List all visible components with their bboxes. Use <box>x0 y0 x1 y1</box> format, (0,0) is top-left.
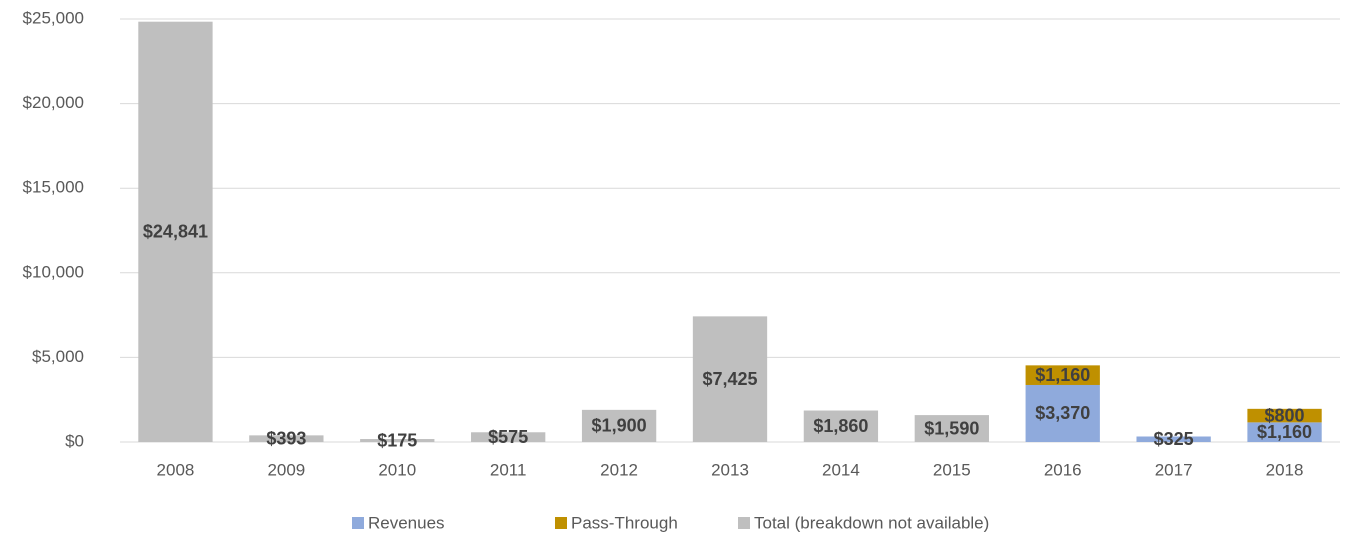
legend-swatch <box>738 517 750 529</box>
x-tick-label: 2014 <box>822 460 860 479</box>
x-tick-label: 2008 <box>157 460 195 479</box>
x-tick-label: 2013 <box>711 460 749 479</box>
x-tick-label: 2016 <box>1044 460 1082 479</box>
x-tick-label: 2017 <box>1155 460 1193 479</box>
x-tick-label: 2012 <box>600 460 638 479</box>
legend-swatch <box>555 517 567 529</box>
data-label: $800 <box>1265 405 1305 425</box>
chart: $0 $5,000 $10,000 $15,000 $20,000 $25,000 2008… <box>0 0 1348 540</box>
x-tick-label: 2011 <box>490 460 527 479</box>
data-label: $575 <box>488 427 528 447</box>
y-tick-label: $15,000 <box>23 178 84 197</box>
legend-label: Total (breakdown not available) <box>754 513 989 532</box>
data-label: $1,590 <box>924 418 979 438</box>
legend-label: Revenues <box>368 513 445 532</box>
data-label: $1,900 <box>592 416 647 436</box>
y-tick-label: $10,000 <box>23 262 84 281</box>
legend-label: Pass-Through <box>571 513 678 532</box>
y-tick-label: $25,000 <box>23 8 84 27</box>
data-label: $3,370 <box>1035 403 1090 423</box>
page: {"chart_data": {"type": "stacked-bar", "… <box>0 0 1348 540</box>
y-tick-label: $0 <box>65 431 84 450</box>
data-label: $1,860 <box>813 416 868 436</box>
data-label: $325 <box>1154 429 1194 449</box>
y-tick-label: $5,000 <box>32 347 84 366</box>
data-label: $1,160 <box>1035 365 1090 385</box>
data-label: $175 <box>377 430 417 450</box>
x-tick-label: 2010 <box>378 460 416 479</box>
x-tick-label: 2015 <box>933 460 971 479</box>
data-label: $393 <box>266 428 306 448</box>
data-label: $24,841 <box>143 222 208 242</box>
y-tick-label: $20,000 <box>23 93 84 112</box>
legend-swatch <box>352 517 364 529</box>
data-label: $7,425 <box>702 369 757 389</box>
x-tick-label: 2009 <box>267 460 305 479</box>
x-tick-label: 2018 <box>1266 460 1304 479</box>
